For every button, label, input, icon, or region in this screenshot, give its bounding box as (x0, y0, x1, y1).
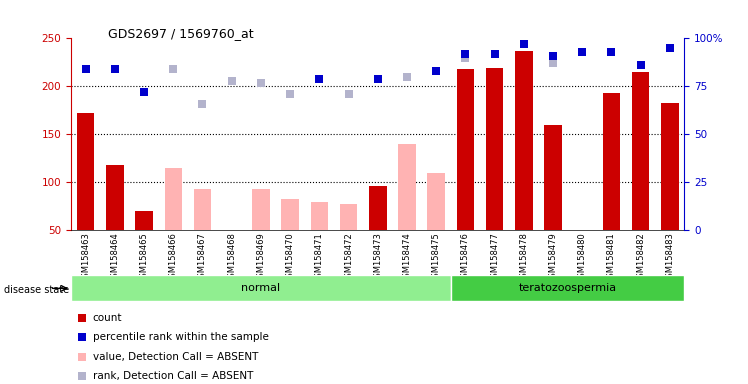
Text: count: count (93, 313, 122, 323)
Text: GSM158474: GSM158474 (402, 233, 411, 283)
Text: value, Detection Call = ABSENT: value, Detection Call = ABSENT (93, 352, 258, 362)
Text: GSM158469: GSM158469 (257, 233, 266, 283)
Text: disease state: disease state (4, 285, 69, 295)
Bar (194, 189, 211, 230)
Bar (135, 211, 153, 230)
Text: GSM158468: GSM158468 (227, 233, 236, 283)
Bar (485, 68, 503, 230)
Bar (369, 186, 387, 230)
Text: GDS2697 / 1569760_at: GDS2697 / 1569760_at (108, 27, 254, 40)
Bar (340, 204, 358, 230)
Text: GSM158464: GSM158464 (111, 233, 120, 283)
Text: GSM158473: GSM158473 (373, 233, 382, 283)
Bar (661, 103, 678, 230)
Text: GSM158467: GSM158467 (198, 233, 207, 283)
Bar (451, 275, 684, 301)
Bar (165, 168, 182, 230)
Bar (427, 173, 445, 230)
Text: normal: normal (242, 283, 280, 293)
Text: GSM158483: GSM158483 (665, 233, 674, 283)
Text: GSM158480: GSM158480 (577, 233, 586, 283)
Bar (398, 144, 416, 230)
Bar (456, 69, 474, 230)
Bar (281, 199, 299, 230)
Bar (515, 51, 533, 230)
Bar (77, 113, 94, 230)
Bar (632, 72, 649, 230)
Bar (71, 275, 451, 301)
Text: percentile rank within the sample: percentile rank within the sample (93, 332, 269, 342)
Text: GSM158478: GSM158478 (519, 233, 528, 283)
Text: GSM158470: GSM158470 (286, 233, 295, 283)
Bar (310, 202, 328, 230)
Text: GSM158481: GSM158481 (607, 233, 616, 283)
Text: GSM158482: GSM158482 (636, 233, 645, 283)
Text: GSM158479: GSM158479 (548, 233, 557, 283)
Text: GSM158471: GSM158471 (315, 233, 324, 283)
Bar (106, 165, 123, 230)
Bar (252, 189, 270, 230)
Text: teratozoospermia: teratozoospermia (518, 283, 616, 293)
Bar (545, 125, 562, 230)
Bar (603, 93, 620, 230)
Bar (515, 100, 533, 230)
Text: GSM158465: GSM158465 (140, 233, 149, 283)
Text: GSM158475: GSM158475 (432, 233, 441, 283)
Text: GSM158463: GSM158463 (82, 233, 91, 283)
Text: GSM158472: GSM158472 (344, 233, 353, 283)
Text: rank, Detection Call = ABSENT: rank, Detection Call = ABSENT (93, 371, 253, 381)
Text: GSM158466: GSM158466 (169, 233, 178, 283)
Text: GSM158477: GSM158477 (490, 233, 499, 283)
Text: GSM158476: GSM158476 (461, 233, 470, 283)
